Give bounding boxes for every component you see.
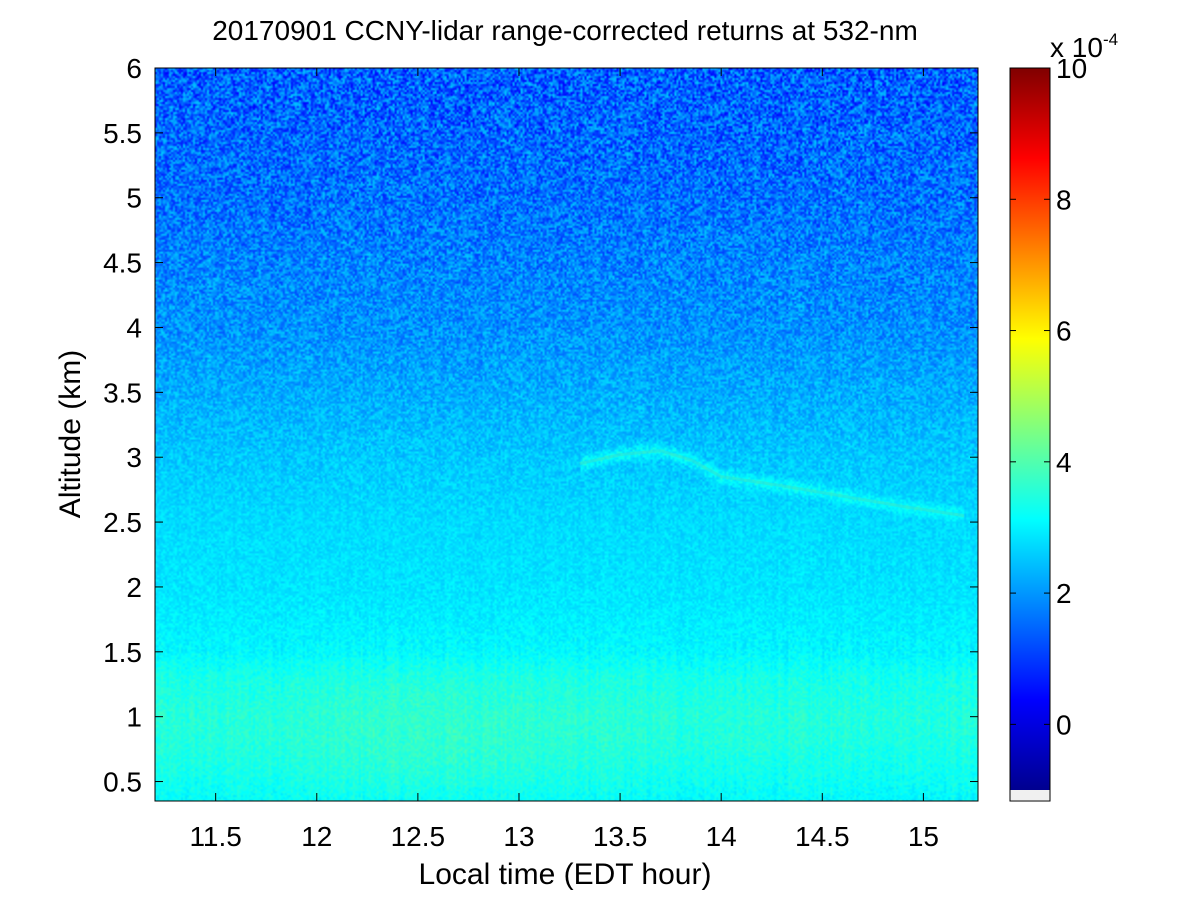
aerosol-layer-top-line — [579, 449, 965, 518]
y-tick-label: 1 — [126, 702, 142, 733]
chart-title: 20170901 CCNY-lidar range-corrected retu… — [212, 15, 918, 46]
y-axis: 0.5 1 1.5 2 2.5 3 3.5 4 4.5 5 5.5 6 — [103, 53, 978, 798]
y-tick-label: 3.5 — [103, 377, 142, 408]
y-tick-label: 6 — [126, 53, 142, 84]
colorbar-multiplier: x 10-4 — [1050, 30, 1118, 63]
y-tick-label: 0.5 — [103, 767, 142, 798]
y-tick-label: 4 — [126, 312, 142, 343]
colorbar: 0 2 4 6 8 10 x 10-4 — [1009, 30, 1118, 802]
y-tick-label: 4.5 — [103, 248, 142, 279]
colorbar-frame — [1009, 67, 1051, 802]
colorbar-multiplier-exponent: -4 — [1103, 30, 1118, 49]
colorbar-tick-label: 10 — [1056, 53, 1087, 84]
y-tick-label: 1.5 — [103, 637, 142, 668]
y-tick-label: 5 — [126, 183, 142, 214]
colorbar-ticks: 0 2 4 6 8 10 — [1010, 53, 1087, 740]
x-tick-label: 15 — [908, 821, 939, 852]
x-tick-label: 14.5 — [795, 821, 850, 852]
x-axis-label: Local time (EDT hour) — [419, 858, 712, 891]
x-tick-label: 11.5 — [189, 821, 241, 852]
colorbar-tick-label: 2 — [1056, 578, 1072, 609]
colorbar-gradient — [1010, 68, 1050, 790]
x-tick-label: 12 — [301, 821, 332, 852]
colorbar-tick-label: 0 — [1056, 709, 1072, 740]
y-axis-label: Altitude (km) — [54, 350, 87, 518]
colorbar-tick-label: 4 — [1056, 447, 1072, 478]
colorbar-multiplier-base: x 10 — [1050, 32, 1103, 63]
y-tick-label: 2.5 — [103, 507, 142, 538]
colorbar-nan-swatch — [1010, 790, 1050, 800]
heatmap-image — [155, 68, 978, 801]
x-tick-label: 14 — [706, 821, 737, 852]
x-tick-label: 12.5 — [391, 821, 446, 852]
plot-frame — [154, 67, 979, 802]
x-tick-label: 13 — [503, 821, 534, 852]
x-tick-label: 13.5 — [593, 821, 648, 852]
y-tick-label: 3 — [126, 442, 142, 473]
x-axis: 11.5 12 12.5 13 13.5 14 14.5 15 — [189, 68, 939, 852]
y-tick-label: 5.5 — [103, 118, 142, 149]
feature-overlays — [579, 449, 965, 518]
plot-area: 11.5 12 12.5 13 13.5 14 14.5 15 0.511.522.533.5… — [103, 53, 979, 852]
colorbar-tick-label: 8 — [1056, 184, 1072, 215]
colorbar-tick-label: 6 — [1056, 316, 1072, 347]
y-tick-label: 2 — [126, 572, 142, 603]
